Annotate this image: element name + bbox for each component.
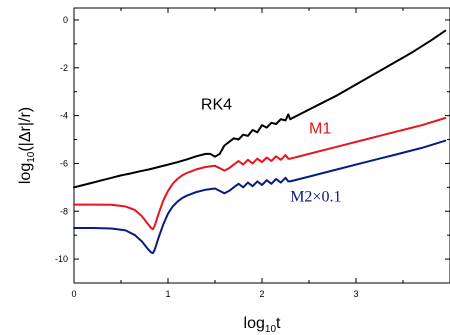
x-axis-title-sub: 10 (265, 324, 277, 335)
x-tick-label: 0 (71, 289, 76, 299)
y-axis-title-sub: 10 (26, 151, 37, 163)
y-axis-title-tail: (|Δr|/r) (17, 107, 34, 152)
x-tick-label: 3 (353, 289, 358, 299)
y-tick-label: -6 (60, 158, 68, 168)
series-line-m2 (73, 139, 447, 255)
ticks-layer: 0 1 2 3 0 -2 -4 -6 -8 -10 (55, 8, 450, 299)
x-tick-label: 1 (165, 289, 170, 299)
series-line-rk4 (73, 29, 447, 189)
x-axis-title-main: log (244, 315, 265, 332)
y-tick-label: -4 (60, 111, 68, 121)
x-axis-title: log10t (244, 315, 281, 335)
x-tick-label: 2 (259, 289, 264, 299)
plot-area (73, 7, 450, 284)
y-tick-label: 0 (63, 15, 68, 25)
y-tick-label: -10 (55, 254, 68, 264)
y-axis-title: log10(|Δr|/r) (17, 107, 37, 184)
series-layer (73, 29, 447, 255)
series-label-m1: M1 (309, 121, 331, 138)
plot-frame (73, 7, 450, 284)
series-label-m2: M2×0.1 (290, 189, 341, 206)
annotations-layer: RK4 M1 M2×0.1 (201, 97, 342, 206)
y-axis-title-main: log (17, 163, 34, 184)
y-tick-label: -2 (60, 63, 68, 73)
x-axis-title-tail: t (276, 315, 281, 332)
series-line-m1 (73, 117, 447, 231)
y-tick-label: -8 (60, 206, 68, 216)
series-label-rk4: RK4 (201, 97, 232, 114)
